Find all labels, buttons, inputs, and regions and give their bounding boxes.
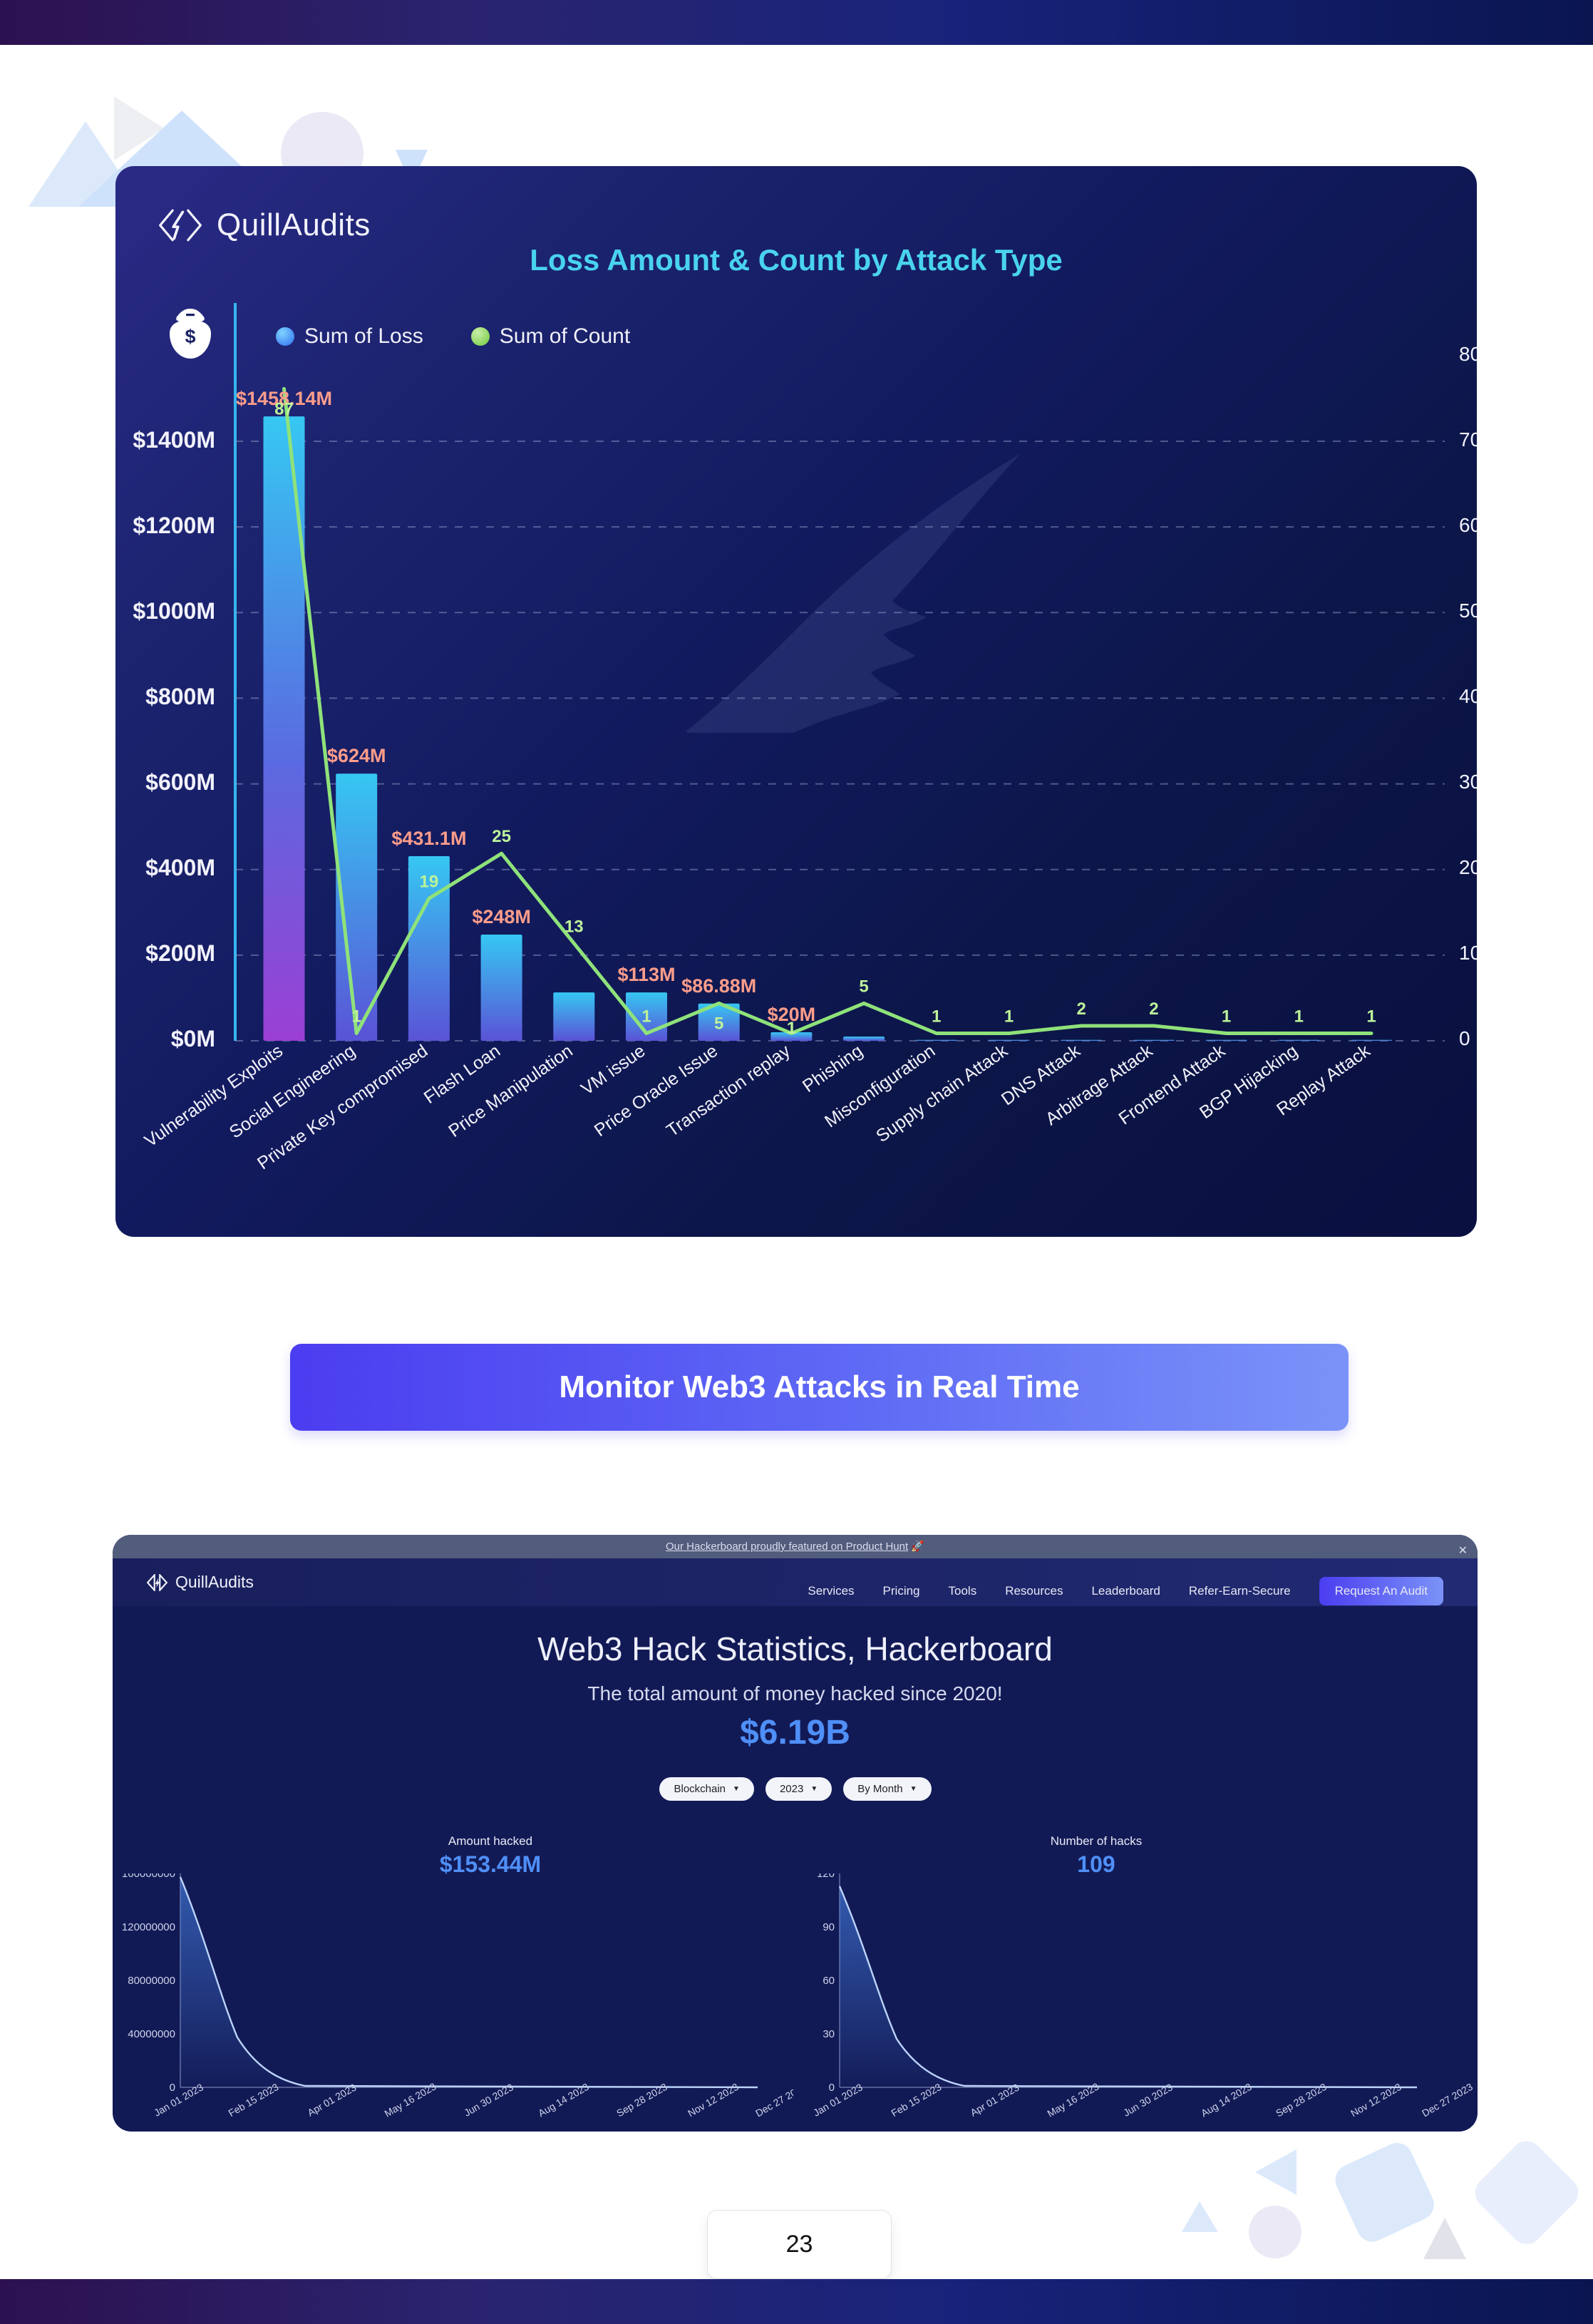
svg-text:$248M: $248M [472, 906, 531, 927]
svg-text:10: 10 [1459, 942, 1477, 964]
svg-text:25: 25 [492, 827, 511, 846]
svg-text:80000000: 80000000 [128, 1975, 175, 1987]
svg-text:40: 40 [1459, 685, 1477, 707]
svg-text:$113M: $113M [617, 964, 675, 985]
svg-text:0: 0 [1459, 1027, 1470, 1049]
svg-text:120000000: 120000000 [122, 1921, 175, 1933]
svg-text:160000000: 160000000 [122, 1873, 175, 1880]
svg-text:Price Manipulation: Price Manipulation [445, 1041, 577, 1141]
svg-text:Social Engineering: Social Engineering [226, 1041, 359, 1143]
svg-text:30: 30 [1459, 771, 1477, 793]
svg-text:Jan 01 2023: Jan 01 2023 [811, 2081, 865, 2118]
svg-text:2: 2 [1149, 999, 1158, 1019]
svg-text:Dec 27 2023: Dec 27 2023 [1420, 2081, 1474, 2119]
svg-text:87: 87 [274, 399, 294, 418]
svg-text:1: 1 [932, 1007, 941, 1027]
svg-text:$200M: $200M [145, 940, 215, 966]
svg-text:90: 90 [823, 1921, 835, 1933]
svg-text:$86.88M: $86.88M [681, 975, 756, 997]
svg-text:Supply chain Attack: Supply chain Attack [872, 1041, 1011, 1146]
svg-text:$1400M: $1400M [133, 427, 215, 453]
svg-text:$600M: $600M [145, 769, 215, 795]
svg-text:80: 80 [1459, 343, 1477, 365]
svg-text:$1000M: $1000M [133, 598, 215, 624]
svg-text:60: 60 [1459, 514, 1477, 536]
svg-text:1: 1 [1222, 1007, 1231, 1027]
svg-text:$624M: $624M [327, 745, 386, 766]
svg-text:1: 1 [1294, 1007, 1304, 1027]
svg-text:Price Oracle Issue: Price Oracle Issue [591, 1041, 721, 1141]
svg-text:$1200M: $1200M [133, 513, 215, 538]
svg-text:Jan 01 2023: Jan 01 2023 [152, 2081, 205, 2118]
svg-text:1: 1 [641, 1007, 651, 1027]
svg-text:1: 1 [1366, 1007, 1376, 1027]
svg-text:60: 60 [823, 1975, 835, 1987]
svg-text:1: 1 [787, 1019, 796, 1038]
svg-text:Transaction replay: Transaction replay [663, 1041, 794, 1141]
svg-text:20: 20 [1459, 856, 1477, 878]
svg-text:19: 19 [420, 872, 439, 891]
svg-text:0: 0 [170, 2082, 175, 2094]
svg-text:30: 30 [823, 2028, 835, 2040]
svg-text:5: 5 [859, 977, 868, 996]
svg-text:0: 0 [829, 2082, 835, 2094]
svg-text:$431.1M: $431.1M [391, 828, 466, 849]
svg-text:120: 120 [817, 1873, 835, 1880]
svg-text:Vulnerability Exploits: Vulnerability Exploits [141, 1041, 287, 1151]
svg-text:1: 1 [352, 1007, 361, 1027]
svg-text:1: 1 [1004, 1007, 1014, 1027]
svg-text:50: 50 [1459, 600, 1477, 622]
svg-text:2: 2 [1077, 999, 1086, 1019]
svg-text:$800M: $800M [145, 684, 215, 709]
svg-text:$0M: $0M [171, 1026, 215, 1052]
svg-text:Dec 27 2023: Dec 27 2023 [753, 2081, 793, 2119]
svg-text:40000000: 40000000 [128, 2028, 175, 2040]
svg-text:$400M: $400M [145, 855, 215, 880]
svg-text:Phishing: Phishing [799, 1041, 867, 1096]
svg-text:13: 13 [564, 917, 584, 936]
svg-text:5: 5 [714, 1014, 723, 1033]
svg-text:70: 70 [1459, 428, 1477, 451]
